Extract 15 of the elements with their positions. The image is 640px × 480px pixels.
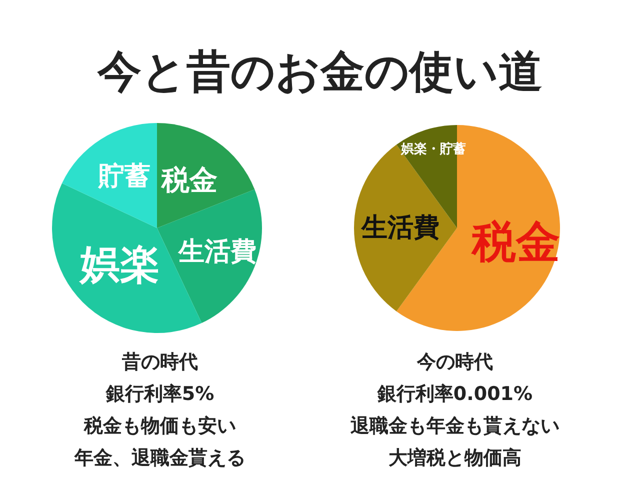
slice-label: 娯楽 — [78, 242, 160, 288]
text: 税金も物価も安い — [83, 415, 236, 437]
text: 銀行利率5% — [104, 383, 214, 405]
chart-title: 今と昔のお金の使い道 — [96, 46, 542, 98]
text: 昔の時代 — [121, 351, 198, 373]
text: 銀行利率0.001% — [376, 383, 533, 405]
slice-label: 貯蓄 — [97, 162, 150, 192]
text: 今の時代 — [416, 351, 493, 373]
slice-label: 生活費 — [178, 236, 257, 267]
slice-label: 税金 — [160, 164, 218, 197]
slice-label: 税金 — [470, 216, 560, 268]
text: 退職金も年金も貰えない — [350, 415, 560, 437]
slice-label: 生活費 — [360, 213, 440, 243]
text: 年金、退職金貰える — [74, 447, 246, 469]
text: 大増税と物価高 — [388, 447, 522, 469]
